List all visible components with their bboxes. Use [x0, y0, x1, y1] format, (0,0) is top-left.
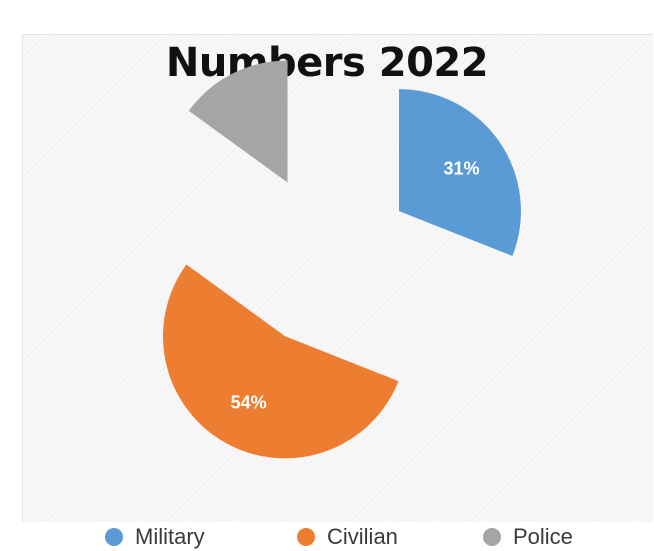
- pie-labels: 31% 54%: [231, 159, 480, 413]
- pie-slice-civilian: [163, 264, 399, 459]
- legend-label-police: Police: [513, 524, 573, 549]
- data-label-civilian: 54%: [231, 393, 267, 413]
- pie-slice-police: [188, 60, 288, 183]
- legend-item-military: Military: [105, 524, 205, 550]
- chart-area: [22, 34, 653, 525]
- legend-item-civilian: Civilian: [297, 524, 398, 550]
- legend-item-police: Police: [483, 524, 573, 550]
- pie-slices: [163, 60, 521, 459]
- data-label-military: 31%: [443, 159, 479, 179]
- legend-swatch-police: [483, 528, 501, 546]
- legend-label-military: Military: [135, 524, 205, 549]
- pie-slice-military: [399, 89, 521, 256]
- chart-title: Numbers 2022: [165, 40, 489, 86]
- legend-swatch-civilian: [297, 528, 315, 546]
- legend-swatch-military: [105, 528, 123, 546]
- legend: Military Civilian Police: [0, 522, 654, 551]
- legend-label-civilian: Civilian: [327, 524, 398, 549]
